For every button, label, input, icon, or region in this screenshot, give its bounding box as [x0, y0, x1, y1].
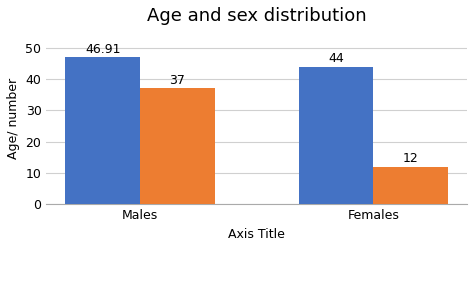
Title: Age and sex distribution: Age and sex distribution — [147, 7, 366, 25]
Text: 46.91: 46.91 — [85, 43, 120, 56]
Bar — [299, 66, 374, 204]
Y-axis label: Age/ number: Age/ number — [7, 78, 20, 159]
Bar — [374, 167, 448, 204]
Legend: Mean age (years), Number: Mean age (years), Number — [147, 283, 367, 284]
Bar — [140, 89, 215, 204]
Text: 37: 37 — [170, 74, 185, 87]
Text: 12: 12 — [403, 152, 419, 165]
X-axis label: Axis Title: Axis Title — [228, 228, 285, 241]
Bar — [65, 57, 140, 204]
Text: 44: 44 — [328, 52, 344, 65]
